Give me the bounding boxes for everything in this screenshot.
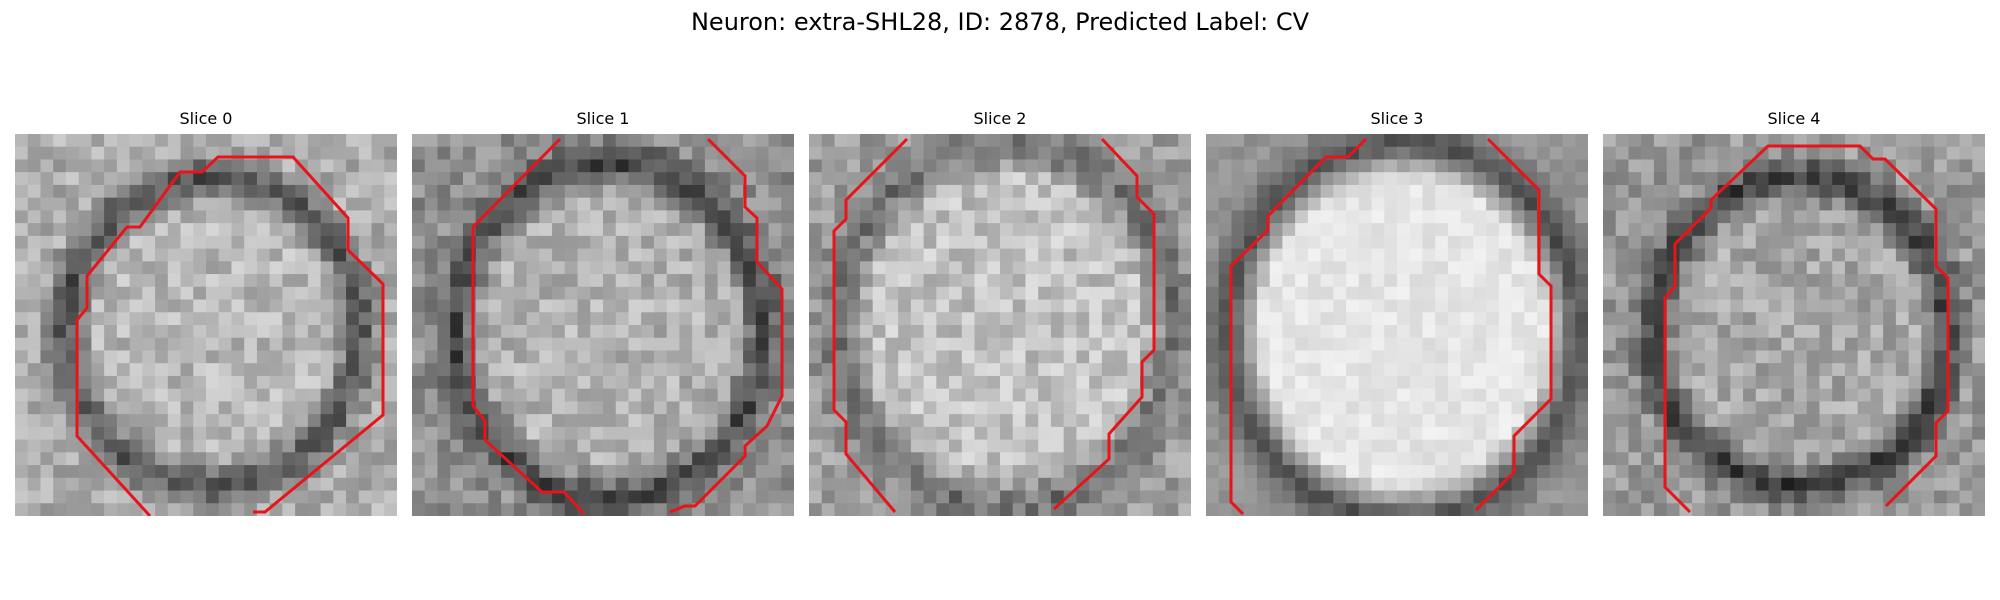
slice-panels: Slice 0 Slice 1 Slice 2 Slice 3 Slice 4 xyxy=(15,108,1987,518)
slice-image xyxy=(809,134,1191,516)
slice-panel: Slice 0 xyxy=(15,108,397,518)
slice-panel: Slice 2 xyxy=(809,108,1191,518)
slice-image xyxy=(15,134,397,516)
slice-panel: Slice 1 xyxy=(412,108,794,518)
figure-title: Neuron: extra-SHL28, ID: 2878, Predicted… xyxy=(690,8,1310,36)
slice-image xyxy=(1206,134,1588,516)
slice-title: Slice 2 xyxy=(973,109,1027,128)
slice-image xyxy=(1603,134,1985,516)
slice-title: Slice 3 xyxy=(1370,109,1424,128)
slice-image xyxy=(412,134,794,516)
slice-title: Slice 4 xyxy=(1767,109,1821,128)
slice-title: Slice 1 xyxy=(576,109,630,128)
slice-panel: Slice 3 xyxy=(1206,108,1588,518)
slice-title: Slice 0 xyxy=(179,109,233,128)
slice-panel: Slice 4 xyxy=(1603,108,1985,518)
